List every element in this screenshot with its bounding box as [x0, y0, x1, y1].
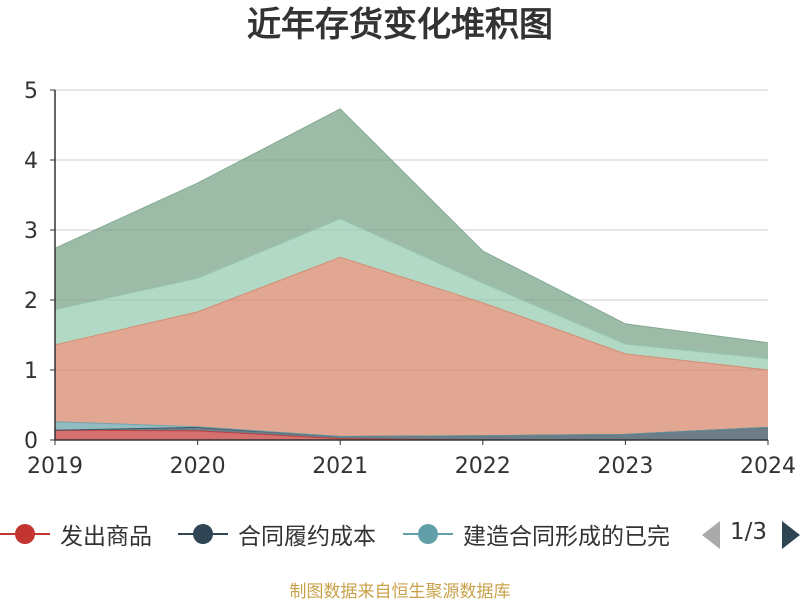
data-source-footer: 制图数据来自恒生聚源数据库 [289, 582, 511, 602]
area-series [55, 108, 768, 440]
x-tick-label: 2024 [740, 454, 796, 479]
legend-symbol [178, 519, 228, 549]
legend-label: 合同履约成本 [238, 524, 376, 550]
legend-symbol [403, 519, 453, 549]
y-tick-label: 4 [24, 149, 38, 174]
triangle-left-icon[interactable] [702, 521, 720, 549]
x-tick-label: 2023 [597, 454, 653, 479]
x-tick-label: 2021 [312, 454, 368, 479]
y-tick-label: 2 [24, 289, 38, 314]
y-tick-label: 0 [24, 429, 38, 454]
x-tick-label: 2019 [27, 454, 83, 479]
legend-label: 发出商品 [60, 524, 152, 550]
x-tick-label: 2022 [455, 454, 511, 479]
legend-item-series-1[interactable]: 发出商品 [0, 518, 152, 550]
area-series-6 [55, 108, 768, 359]
area-series-5 [55, 218, 768, 370]
legend-page-indicator: 1/3 [730, 519, 768, 545]
line-series-4 [54, 256, 769, 371]
axes [50, 89, 769, 445]
x-tick-label: 2020 [170, 454, 226, 479]
triangle-right-icon[interactable] [782, 521, 800, 549]
series-lines [54, 108, 769, 441]
y-tick-label: 1 [24, 359, 38, 384]
legend-item-series-3[interactable]: 建造合同形成的已完 [403, 518, 683, 550]
area-series-2 [55, 427, 768, 440]
legend-symbol [0, 519, 50, 549]
y-tick-label: 5 [24, 79, 38, 104]
chart-title: 近年存货变化堆积图 [247, 5, 553, 45]
tick-labels: 0 1 2 3 4 5 2019 2020 2021 2022 2023 2024 [24, 79, 796, 479]
line-series-5 [54, 218, 769, 360]
area-series-4 [55, 257, 768, 437]
area-series-1 [55, 430, 768, 440]
line-series-6 [54, 108, 769, 344]
legend-item-series-2[interactable]: 合同履约成本 [178, 518, 376, 550]
line-series-3 [54, 421, 769, 438]
legend-label: 建造合同形成的已完 [463, 524, 670, 550]
y-tick-label: 3 [24, 219, 38, 244]
